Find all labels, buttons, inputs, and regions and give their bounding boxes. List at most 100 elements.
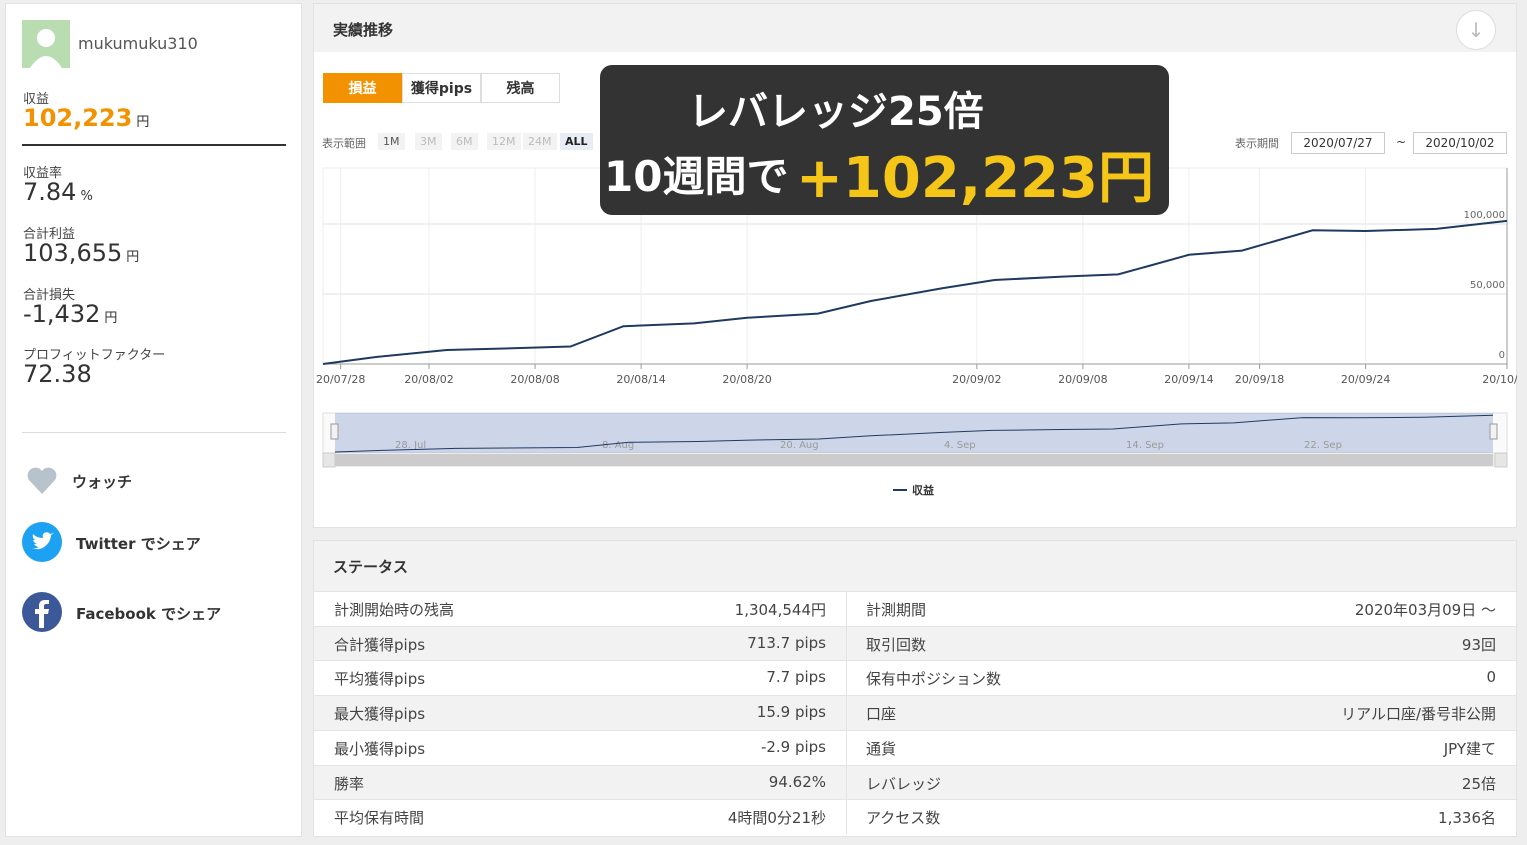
stat-value: 103,655 円 [23, 239, 139, 267]
status-row [314, 591, 1516, 626]
panel-title: ステータス [333, 558, 409, 576]
value: 7.84 [23, 178, 77, 206]
stat-value: 7.84% [23, 178, 93, 206]
status-row [314, 799, 1516, 835]
x-tick-label: 20/07/28 [316, 373, 365, 386]
value: -1,432 [23, 300, 101, 328]
navigator-selection [335, 413, 1493, 453]
status-label: 保有中ポジション数 [866, 670, 1002, 689]
unit: 円 [104, 311, 118, 326]
stat-value: 102,223 円 [23, 104, 149, 132]
heart-icon[interactable] [24, 462, 60, 498]
twitter-share[interactable]: Twitter でシェア [76, 535, 201, 553]
status-value: 93回 [1461, 635, 1496, 654]
status-value: 713.7 pips [747, 633, 826, 652]
value: 102,223 [23, 104, 133, 132]
x-tick-label: 20/09/08 [1058, 373, 1107, 386]
unit: % [80, 189, 93, 204]
twitter-icon[interactable] [22, 522, 62, 562]
overlay-line1: レバレッジ25倍 [688, 89, 984, 135]
status-row [314, 660, 1516, 696]
status-value: 1,336名 [1438, 809, 1496, 828]
x-tick-label: 20/08/14 [616, 373, 665, 386]
status-label: 平均保有時間 [334, 809, 425, 828]
facebook-share[interactable]: Facebook でシェア [76, 605, 222, 623]
username: mukumuku310 [78, 34, 198, 53]
status-label: 最小獲得pips [334, 739, 426, 758]
panel-title: 実績推移 [333, 21, 394, 39]
period-sep: ~ [1396, 135, 1407, 149]
y-tick-label: 50,000 [1470, 280, 1505, 291]
status-value: 4時間0分21秒 [727, 809, 826, 828]
avatar [22, 20, 70, 68]
scrollbar-thumb [335, 454, 1493, 466]
status-label: 計測期間 [866, 601, 927, 619]
range-button[interactable]: 12M [487, 133, 521, 150]
status-value: 2020年03月09日 ～ [1354, 601, 1496, 619]
status-panel: ステータス 計測開始時の残高 1,304,544円 計測期間 2020年03月09日 … [313, 540, 1517, 837]
status-label: レバレッジ [866, 774, 942, 793]
status-value: リアル口座/番号非公開 [1341, 705, 1496, 724]
x-tick-label: 20/09/14 [1164, 373, 1213, 386]
status-row-divider [846, 764, 847, 800]
panel-header [314, 4, 1516, 52]
stat-label: 合計利益 [23, 227, 76, 242]
navigator [322, 412, 1508, 454]
underline [22, 144, 286, 146]
status-row-divider [846, 660, 847, 696]
navigator-label: 28. Jul [395, 440, 426, 451]
chart: 0 50,000 100,000 20/07/28 20/08/02 20/08/08 20… [316, 167, 1517, 497]
x-tick-label: 20/09/02 [952, 373, 1001, 386]
range-button[interactable]: 24M [523, 133, 557, 150]
status-row [314, 729, 1516, 765]
status-row-divider [846, 591, 847, 626]
range-button[interactable]: 6M [451, 133, 478, 150]
navigator-label: 8. Aug [602, 440, 634, 451]
value: 103,655 [23, 239, 123, 267]
status-label: 取引回数 [866, 635, 927, 654]
period-from[interactable]: 2020/07/27 [1291, 132, 1385, 154]
stat-label: プロフィットファクター [23, 348, 166, 363]
range-button[interactable]: 1M [378, 133, 405, 150]
status-label: 通貨 [866, 739, 897, 758]
range-button[interactable]: 3M [415, 133, 442, 150]
status-value: 7.7 pips [766, 668, 826, 687]
navigator-line [334, 414, 1494, 453]
status-label: アクセス数 [866, 809, 941, 828]
period-to[interactable]: 2020/10/02 [1413, 132, 1507, 154]
tab[interactable]: 損益 [323, 73, 402, 103]
facebook-icon[interactable] [22, 592, 62, 632]
stat-label: 収益 [23, 92, 50, 107]
status-value: 1,304,544円 [734, 601, 826, 619]
stat-label: 合計損失 [23, 288, 76, 303]
status-label: 計測開始時の残高 [334, 601, 455, 619]
scroll-left [322, 452, 336, 468]
navigator-handle [1489, 423, 1498, 440]
status-row-divider [846, 625, 847, 661]
x-tick-label: 20/09/24 [1341, 373, 1390, 386]
overlay: レバレッジ25倍 10週間で +102,223円 [600, 65, 1169, 215]
tab[interactable]: 残高 [481, 73, 560, 103]
navigator-label: 14. Sep [1126, 440, 1164, 451]
status-value: 94.62% [768, 772, 826, 791]
panel-header [314, 541, 1516, 591]
y-tick-label: 100,000 [1464, 210, 1505, 221]
status-row-divider [846, 799, 847, 835]
range-button[interactable]: ALL [560, 133, 593, 150]
stat-value: 72.38 [23, 360, 92, 388]
profile-panel: mukumuku310 収益 102,223 円収益率 7.84% 合計利益 103,65… [5, 3, 302, 837]
value: 72.38 [23, 360, 92, 388]
status-value: 25倍 [1461, 774, 1496, 793]
tab[interactable]: 獲得pips [402, 73, 481, 103]
status-row [314, 764, 1516, 800]
unit: 円 [126, 250, 140, 265]
download-button[interactable]: ↓ [1456, 10, 1496, 50]
overlay-highlight: +102,223円 [796, 146, 1154, 211]
status-label: 合計獲得pips [334, 635, 426, 654]
series-line [322, 219, 1508, 365]
range-label: 表示範囲 [322, 137, 366, 150]
status-value: JPY建て [1443, 739, 1496, 758]
watch-button[interactable]: ウォッチ [72, 473, 133, 491]
overlay-line2: 10週間で [604, 152, 789, 201]
